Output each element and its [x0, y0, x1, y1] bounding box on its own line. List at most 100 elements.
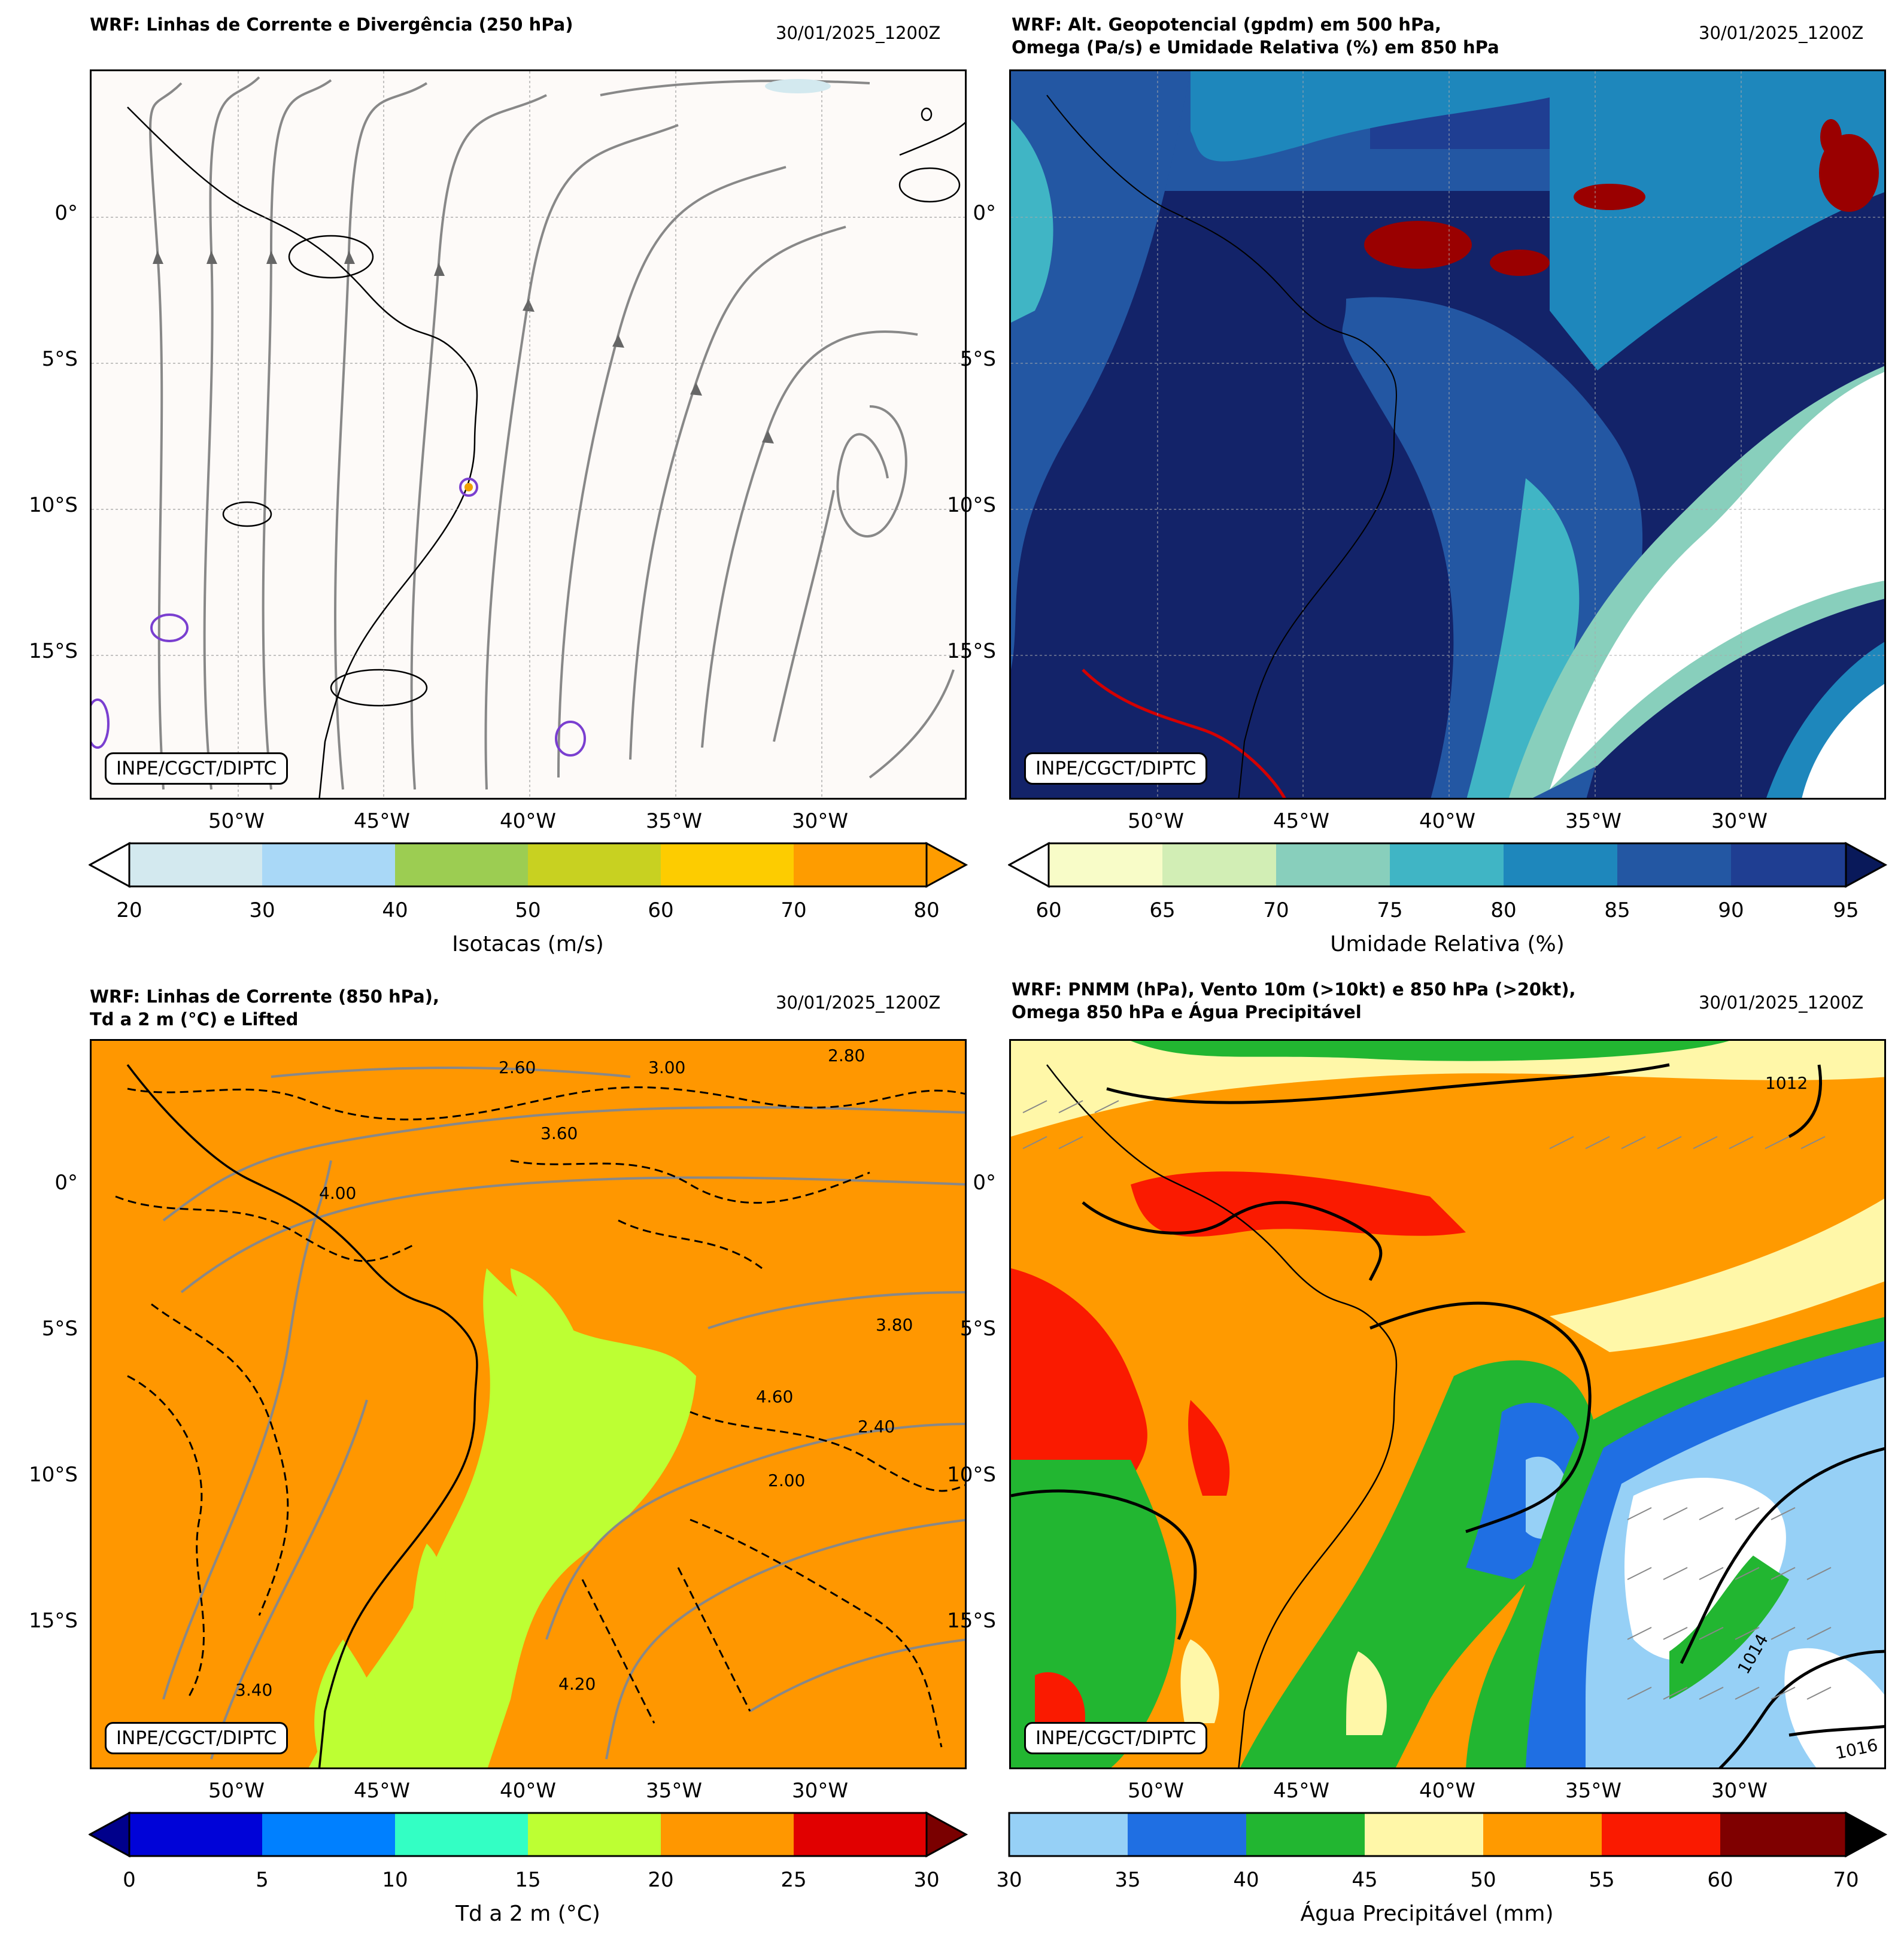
lat-label: 0°: [54, 1171, 78, 1195]
panel-title: WRF: PNMM (hPa), Vento 10m (>10kt) e 850…: [1012, 979, 1576, 1022]
colorbar-tick: 50: [1470, 1868, 1496, 1892]
colorbar-tick: 50: [515, 898, 541, 922]
panel-title: WRF: Linhas de Corrente e Divergência (2…: [90, 14, 573, 35]
colorbar-tick: 60: [648, 898, 674, 922]
colorbar-tick: 70: [1833, 1868, 1859, 1892]
lat-label: 15°S: [29, 639, 78, 663]
lat-label: 5°S: [41, 347, 78, 371]
colorbar-tick: 45: [1352, 1868, 1378, 1892]
lon-label: 50°W: [208, 809, 265, 833]
contour-label: 2.60: [499, 1058, 536, 1077]
colorbar-tick: 5: [256, 1868, 269, 1892]
lon-label: 45°W: [354, 809, 410, 833]
lat-label: 10°S: [29, 1463, 78, 1487]
lon-label: 35°W: [646, 809, 702, 833]
panel-date: 30/01/2025_1200Z: [1699, 23, 1864, 43]
contour-label: 4.60: [756, 1387, 793, 1407]
colorbar-tick: 80: [913, 898, 940, 922]
colorbar-tick: 55: [1589, 1868, 1615, 1892]
credit-label: INPE/CGCT/DIPTC: [105, 1722, 289, 1754]
colorbar-tick: 20: [648, 1868, 674, 1892]
colorbar-tick: 20: [116, 898, 142, 922]
lon-label: 45°W: [1273, 809, 1329, 833]
colorbar-tick: 60: [1035, 898, 1062, 922]
lon-label: 35°W: [1565, 1779, 1621, 1803]
map-area: 4.00 3.60 2.80 3.00 2.60 3.80 4.60 2.40 …: [90, 1039, 967, 1769]
lon-label: 30°W: [1711, 809, 1768, 833]
contour-label: 3.00: [648, 1058, 685, 1077]
map-graphics: 1012 1014 1016: [1011, 1041, 1884, 1767]
isobar-label: 1012: [1765, 1073, 1808, 1093]
colorbar-tick: 90: [1718, 898, 1744, 922]
colorbar-tick: 10: [382, 1868, 408, 1892]
panel-streamlines-850hpa: WRF: Linhas de Corrente (850 hPa), Td a …: [0, 970, 968, 1953]
colorbar-tick: 40: [1233, 1868, 1259, 1892]
lat-label: 10°S: [29, 493, 78, 517]
lon-label: 40°W: [500, 809, 556, 833]
colorbar-tick: 0: [123, 1868, 136, 1892]
panel-streamlines-250hpa: WRF: Linhas de Corrente e Divergência (2…: [0, 0, 968, 970]
lat-label: 5°S: [959, 1317, 996, 1341]
lon-label: 35°W: [646, 1779, 702, 1803]
colorbar-title: Td a 2 m (°C): [455, 1902, 600, 1926]
lon-label: 40°W: [500, 1779, 556, 1803]
lat-label: 5°S: [959, 347, 996, 371]
colorbar-tick: 60: [1707, 1868, 1733, 1892]
lon-label: 50°W: [208, 1779, 265, 1803]
contour-label: 3.60: [540, 1123, 578, 1143]
colorbar: 20 30 40 50 60 70 80 Isotacas (m/s): [89, 841, 968, 956]
colorbar-graphic: [89, 1811, 968, 1858]
panel-date: 30/01/2025_1200Z: [1699, 992, 1864, 1013]
colorbar-title: Umidade Relativa (%): [1330, 932, 1565, 956]
colorbar: 0 5 10 15 20 25 30 Td a 2 m (°C): [89, 1811, 968, 1930]
colorbar-tick: 15: [515, 1868, 541, 1892]
lat-label: 0°: [973, 1171, 996, 1195]
lon-label: 30°W: [792, 1779, 848, 1803]
credit-label: INPE/CGCT/DIPTC: [105, 752, 289, 785]
lat-label: 15°S: [947, 639, 996, 663]
panel-title: WRF: Alt. Geopotencial (gpdm) em 500 hPa…: [1012, 14, 1499, 57]
contour-label: 4.00: [319, 1183, 356, 1203]
contour-label: 3.80: [876, 1315, 913, 1335]
lat-label: 10°S: [947, 493, 996, 517]
credit-label: INPE/CGCT/DIPTC: [1024, 752, 1208, 785]
map-graphics: [1011, 71, 1884, 798]
lat-label: 10°S: [947, 1463, 996, 1487]
panel-pnmm-precipitable-water: WRF: PNMM (hPa), Vento 10m (>10kt) e 850…: [922, 970, 1904, 1953]
contour-label: 2.00: [768, 1471, 805, 1490]
colorbar-tick: 70: [781, 898, 807, 922]
colorbar-graphic: [1008, 842, 1888, 888]
lat-label: 15°S: [947, 1609, 996, 1633]
colorbar-tick: 35: [1115, 1868, 1141, 1892]
colorbar-tick: 30: [996, 1868, 1022, 1892]
contour-label: 2.40: [858, 1417, 895, 1436]
colorbar-tick: 30: [249, 898, 275, 922]
panel-title: WRF: Linhas de Corrente (850 hPa), Td a …: [90, 986, 439, 1029]
colorbar-tick: 75: [1377, 898, 1403, 922]
colorbar: 30 35 40 45 50 55 60 70 Água Precipitáve…: [996, 1811, 1888, 1930]
map-area: 1012 1014 1016 INPE/CGCT/DIPTC: [1009, 1039, 1886, 1769]
colorbar-title: Água Precipitável (mm): [1300, 1902, 1554, 1926]
lon-label: 50°W: [1128, 809, 1184, 833]
lon-label: 30°W: [792, 809, 848, 833]
map-area: INPE/CGCT/DIPTC: [1009, 69, 1886, 800]
lon-label: 30°W: [1711, 1779, 1768, 1803]
lon-label: 40°W: [1419, 1779, 1475, 1803]
colorbar-tick: 65: [1149, 898, 1176, 922]
colorbar-tick: 40: [382, 898, 408, 922]
lat-label: 0°: [973, 201, 996, 225]
colorbar-tick: 80: [1490, 898, 1517, 922]
colorbar: 60 65 70 75 80 85 90 95 Umidade Relativa…: [1008, 841, 1888, 956]
colorbar-tick: 25: [781, 1868, 807, 1892]
lat-label: 0°: [54, 201, 78, 225]
lon-label: 45°W: [354, 1779, 410, 1803]
colorbar-tick: 85: [1604, 898, 1630, 922]
lat-label: 15°S: [29, 1609, 78, 1633]
lon-label: 40°W: [1419, 809, 1475, 833]
panel-date: 30/01/2025_1200Z: [776, 992, 941, 1013]
lon-label: 35°W: [1565, 809, 1621, 833]
colorbar-tick: 95: [1833, 898, 1859, 922]
credit-label: INPE/CGCT/DIPTC: [1024, 1722, 1208, 1754]
colorbar-graphic: [1008, 1811, 1888, 1858]
panel-geopotential-500hpa: WRF: Alt. Geopotencial (gpdm) em 500 hPa…: [922, 0, 1904, 970]
